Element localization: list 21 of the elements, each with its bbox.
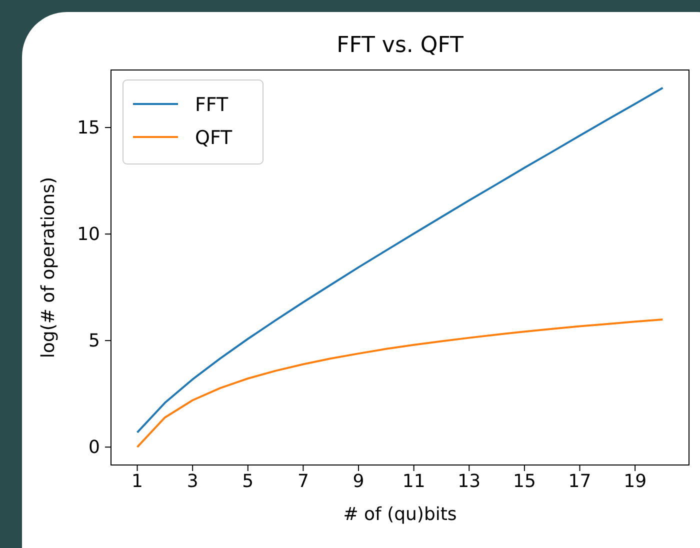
x-tick-label: 1: [132, 470, 143, 492]
x-tick-label: 15: [512, 470, 536, 492]
x-tick-label: 17: [568, 470, 592, 492]
y-tick-label: 15: [77, 117, 100, 138]
x-tick-label: 19: [624, 470, 647, 492]
y-tick-label: 0: [88, 436, 100, 458]
x-tick-label: 5: [242, 470, 254, 492]
x-axis-title: # of (qu)bits: [343, 504, 457, 525]
chart-title: FFT vs. QFT: [336, 33, 464, 58]
legend-label: FFT: [195, 94, 229, 116]
x-tick-label: 9: [352, 470, 364, 492]
x-tick-label: 11: [402, 470, 426, 492]
x-tick-label: 7: [297, 470, 309, 492]
y-tick-label: 5: [88, 330, 100, 352]
line-series: [136, 86, 664, 434]
x-tick-label: 3: [186, 470, 198, 492]
y-tick-label: 10: [77, 224, 100, 245]
x-tick-label: 13: [458, 470, 481, 492]
y-axis-title: log(# of operations): [38, 176, 59, 358]
legend-label: QFT: [195, 127, 233, 149]
line-series: [136, 318, 664, 448]
